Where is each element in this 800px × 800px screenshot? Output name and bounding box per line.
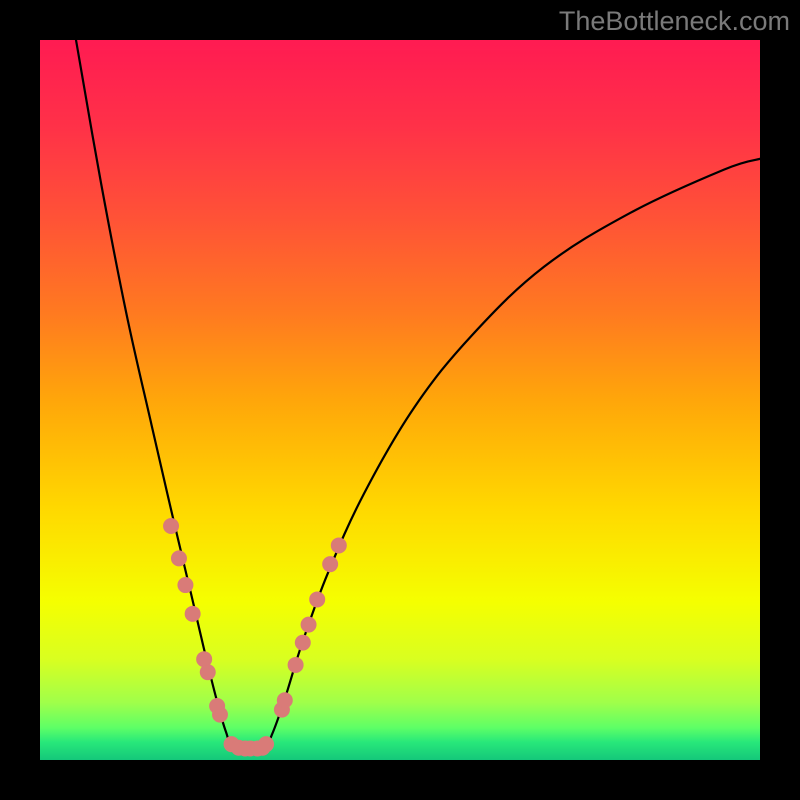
chart-frame: TheBottleneck.com xyxy=(0,0,800,800)
data-marker xyxy=(185,606,200,621)
data-marker xyxy=(200,665,215,680)
data-marker xyxy=(164,519,179,534)
data-marker xyxy=(288,657,303,672)
data-marker xyxy=(323,557,338,572)
data-marker xyxy=(178,578,193,593)
watermark-label: TheBottleneck.com xyxy=(559,6,790,37)
data-marker xyxy=(310,592,325,607)
data-marker xyxy=(277,693,292,708)
data-marker xyxy=(213,707,228,722)
data-marker xyxy=(301,617,316,632)
data-marker xyxy=(295,635,310,650)
bottleneck-chart xyxy=(40,40,760,760)
data-marker xyxy=(259,737,274,752)
plot-area xyxy=(40,40,760,760)
data-marker xyxy=(171,551,186,566)
data-marker xyxy=(331,538,346,553)
gradient-background xyxy=(40,40,760,760)
